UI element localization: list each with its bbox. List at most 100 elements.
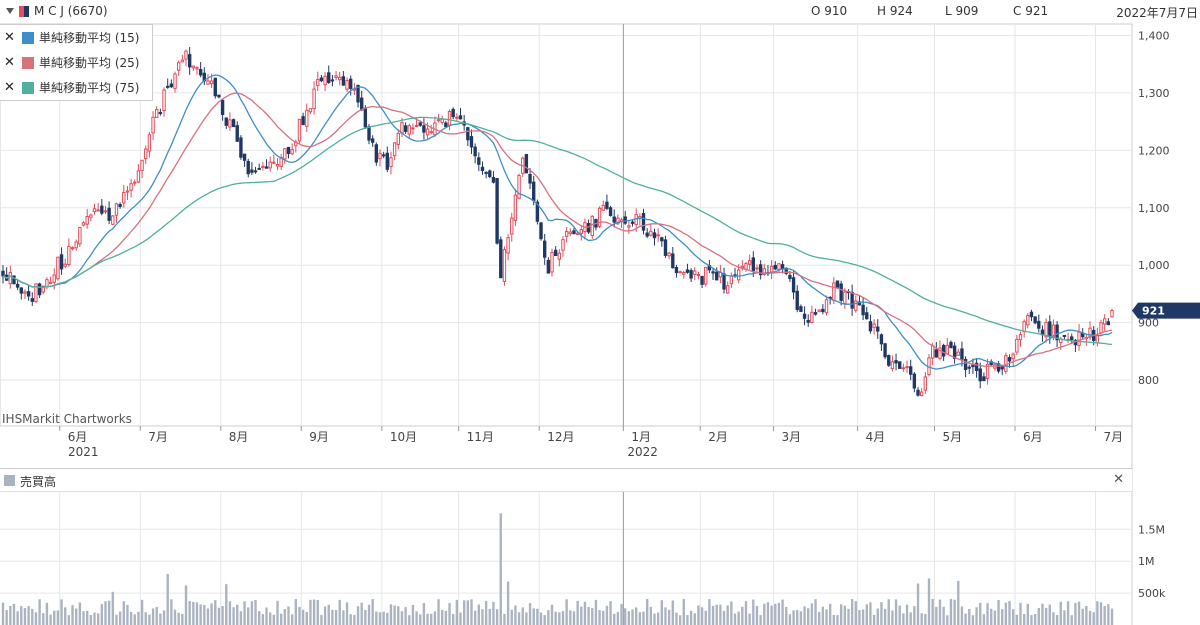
volume-bar xyxy=(1070,615,1073,625)
volume-bar xyxy=(287,606,290,625)
volume-bar xyxy=(268,612,272,625)
volume-bar xyxy=(279,613,283,625)
remove-icon[interactable]: ✕ xyxy=(4,80,15,95)
candle-body xyxy=(850,291,854,309)
volume-bar xyxy=(327,604,330,625)
volume-bar xyxy=(1044,607,1048,625)
indicator-legend: ✕ 単純移動平均 (15) ✕ 単純移動平均 (25) ✕ 単純移動平均 (75… xyxy=(0,24,153,101)
volume-bar xyxy=(543,615,546,625)
candle-body xyxy=(887,355,891,366)
moving-average-line xyxy=(2,74,1113,370)
volume-bar xyxy=(67,615,71,625)
candle-body xyxy=(667,252,671,257)
volume-bar xyxy=(272,614,276,625)
candle-body xyxy=(414,125,419,128)
close-icon[interactable]: ✕ xyxy=(1113,472,1124,487)
volume-bar xyxy=(774,603,777,625)
candle-body xyxy=(411,127,415,130)
candle-body xyxy=(553,249,558,257)
candle-body xyxy=(455,116,459,119)
candle-body xyxy=(213,77,217,97)
candle-body xyxy=(982,376,986,382)
volume-bar xyxy=(858,610,861,625)
volume-bar xyxy=(181,613,184,625)
legend-item-sma75[interactable]: ✕ 単純移動平均 (75) xyxy=(0,75,152,100)
chevron-down-icon[interactable] xyxy=(6,8,14,14)
candle-body xyxy=(488,170,492,178)
remove-icon[interactable]: ✕ xyxy=(4,30,15,45)
candle-body xyxy=(909,366,913,375)
last-price-badge xyxy=(1132,302,1200,319)
volume-bar xyxy=(883,608,887,625)
candle-body xyxy=(48,281,53,284)
volume-bar xyxy=(722,610,726,625)
volume-bar xyxy=(290,614,294,625)
candle-body xyxy=(312,88,316,110)
volume-bar xyxy=(550,604,554,625)
candle-body xyxy=(224,117,228,126)
volume-bar xyxy=(968,609,971,625)
volume-bar xyxy=(763,603,766,625)
volume-bar xyxy=(188,600,191,625)
volume-bar xyxy=(1085,606,1088,625)
volume-bar xyxy=(678,615,682,625)
watermark-text: IHSMarkit Chartworks xyxy=(2,412,132,426)
candle-body xyxy=(15,283,20,288)
volume-bar xyxy=(411,604,415,625)
volume-bar xyxy=(155,606,158,625)
volume-bar xyxy=(492,601,495,625)
legend-swatch xyxy=(22,81,34,94)
candle-body xyxy=(290,149,294,155)
candle-body xyxy=(960,348,964,360)
volume-bar xyxy=(828,603,832,625)
candle-body xyxy=(220,99,225,115)
candle-body xyxy=(323,75,327,86)
candle-body xyxy=(114,203,119,216)
legend-item-sma25[interactable]: ✕ 単純移動平均 (25) xyxy=(0,50,152,75)
volume-bar xyxy=(803,606,806,625)
volume-bar xyxy=(700,607,704,625)
candle-body xyxy=(974,362,979,372)
volume-bar xyxy=(199,604,202,625)
candle-body xyxy=(660,237,664,242)
candle-body xyxy=(480,166,485,172)
candle-body xyxy=(403,125,408,132)
volume-bar xyxy=(1081,608,1084,625)
volume-bar xyxy=(569,610,572,625)
month-label: 10月 xyxy=(390,430,417,444)
candle-body xyxy=(235,125,239,142)
remove-icon[interactable]: ✕ xyxy=(4,55,15,70)
volume-bar xyxy=(572,611,576,625)
volume-swatch xyxy=(4,475,15,486)
volume-bar xyxy=(455,599,459,625)
volume-bar xyxy=(905,604,909,625)
candle-body xyxy=(623,216,627,224)
volume-bar xyxy=(115,614,118,625)
volume-bar xyxy=(770,605,773,625)
volume-bar xyxy=(1033,614,1037,625)
candle-body xyxy=(1033,316,1037,324)
volume-bar xyxy=(430,613,433,625)
candle-body xyxy=(711,271,715,274)
volume-bar xyxy=(964,613,967,625)
volume-bar xyxy=(887,599,890,625)
candle-body xyxy=(473,146,477,157)
volume-bar xyxy=(122,601,125,625)
volume-bar xyxy=(265,607,268,625)
volume-bar xyxy=(473,610,477,625)
candle-body xyxy=(246,160,250,175)
volume-bar xyxy=(1004,602,1008,625)
candle-body xyxy=(158,111,163,114)
volume-bar xyxy=(1011,609,1015,625)
volume-bar xyxy=(854,601,857,625)
volume-panel-header: 売買高 ✕ xyxy=(0,468,1132,492)
volume-bar xyxy=(1074,602,1077,625)
volume-bar xyxy=(737,611,740,625)
legend-item-sma15[interactable]: ✕ 単純移動平均 (15) xyxy=(0,25,152,50)
moving-average-line xyxy=(2,116,1113,346)
volume-bar xyxy=(711,605,715,625)
price-tick-label: 900 xyxy=(1138,317,1159,330)
symbol-selector[interactable]: M C J (6670) xyxy=(6,4,108,18)
candle-body xyxy=(195,67,199,70)
